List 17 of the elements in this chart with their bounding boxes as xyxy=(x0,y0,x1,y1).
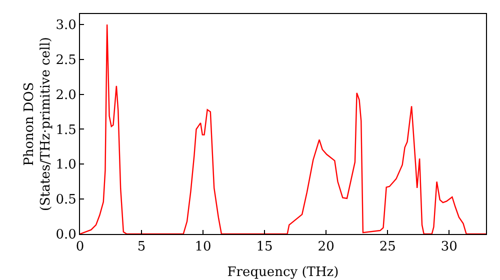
x-axis-title: Frequency (THz) xyxy=(227,265,339,280)
y-tick-label: 0.0 xyxy=(56,228,76,243)
x-tick-label: 20 xyxy=(318,240,334,255)
x-tick-label: 25 xyxy=(379,240,396,255)
y-axis-title: Phonon DOS (States/THz·primitive cell) xyxy=(22,36,54,212)
y-tick-label: 0.5 xyxy=(56,192,76,208)
y-tick-label: 2.5 xyxy=(56,52,76,68)
y-tick-label: 2.0 xyxy=(56,88,76,103)
x-tick-label: 30 xyxy=(440,240,458,255)
y-tick-label: 3.0 xyxy=(56,18,76,34)
x-tick-label: 10 xyxy=(194,240,212,255)
y-tick-label: 1.0 xyxy=(56,158,76,173)
x-tick-label: 0 xyxy=(76,240,84,255)
x-tick-label: 15 xyxy=(256,240,273,255)
y-tick-label: 1.5 xyxy=(56,122,76,138)
x-tick-label: 5 xyxy=(137,240,146,255)
line-series xyxy=(80,24,486,234)
